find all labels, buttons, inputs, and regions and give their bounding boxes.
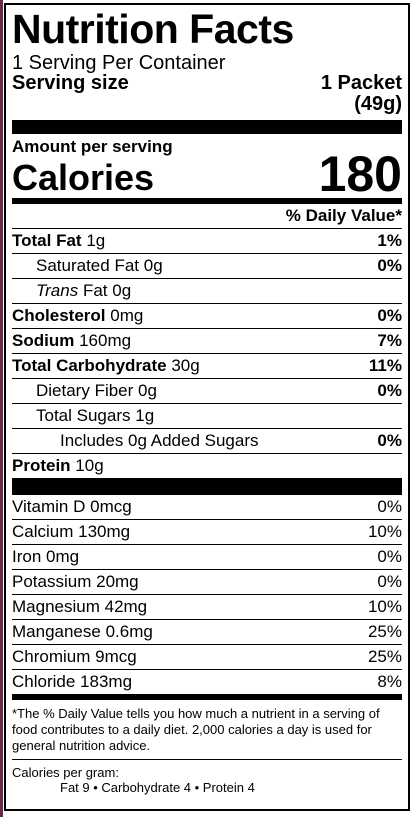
calories-per-gram-label: Calories per gram: — [12, 765, 119, 780]
vitamin-row: Manganese 0.6mg 25% — [12, 620, 402, 645]
nutrient-name: Saturated Fat — [36, 256, 140, 275]
added-sugars-text: Includes 0g Added Sugars — [60, 431, 259, 450]
calories-value: 180 — [318, 146, 402, 202]
footnote-divider — [12, 759, 402, 760]
vitamin-row: Potassium 20mg 0% — [12, 570, 402, 595]
vitamin-name: Potassium — [12, 572, 92, 591]
nutrient-amount: 1g — [135, 406, 155, 425]
nutrient-dv: 0% — [377, 381, 402, 400]
vitamin-dv: 25% — [367, 647, 402, 666]
background-edge — [0, 0, 3, 817]
nutrient-name: Protein — [12, 456, 71, 475]
vitamin-name: Vitamin D — [12, 497, 86, 516]
nutrient-row-total-carbohydrate: Total Carbohydrate 30g 11% — [12, 354, 402, 379]
vitamin-mineral-list: Vitamin D 0mcg 0% Calcium 130mg 10% Iron 0mg… — [12, 495, 402, 695]
medium-divider — [12, 198, 402, 204]
nutrient-row-cholesterol: Cholesterol 0mg 0% — [12, 304, 402, 329]
nutrient-row-protein: Protein 10g — [12, 454, 402, 478]
vitamin-amount: 20mg — [96, 572, 139, 591]
calories-label: Calories — [12, 157, 155, 198]
nutrient-dv: 11% — [368, 356, 402, 375]
vitamin-name: Chloride — [12, 672, 76, 691]
nutrient-name: Total Carbohydrate — [12, 356, 167, 375]
serving-size-amount-line2: (49g) — [354, 93, 402, 115]
vitamin-row: Vitamin D 0mcg 0% — [12, 495, 402, 520]
vitamin-amount: 130mg — [78, 522, 131, 541]
nutrient-amount: 0g — [112, 281, 132, 300]
vitamin-amount: 0.6mg — [105, 622, 153, 641]
nutrient-row-total-fat: Total Fat 1g 1% — [12, 229, 402, 254]
vitamin-row: Chloride 183mg 8% — [12, 670, 402, 695]
amount-per-serving: Amount per serving — [12, 137, 173, 156]
medium-divider — [12, 694, 402, 700]
vitamin-amount: 183mg — [80, 672, 133, 691]
nutrient-amount: 0g — [138, 381, 157, 400]
nutrient-row-trans-fat: Trans Fat 0g — [12, 279, 402, 304]
vitamin-dv: 8% — [377, 672, 402, 691]
vitamin-amount: 0mcg — [90, 497, 132, 516]
vitamin-amount: 9mcg — [95, 647, 137, 666]
nutrient-name: Total Fat — [12, 231, 82, 250]
daily-value-header: % Daily Value* — [12, 204, 402, 229]
vitamin-dv: 0% — [377, 572, 402, 591]
thick-divider — [12, 120, 402, 134]
nutrient-name: Fat — [82, 281, 108, 300]
vitamin-dv: 25% — [367, 622, 402, 641]
vitamin-dv: 0% — [377, 547, 402, 566]
vitamin-name: Manganese — [12, 622, 101, 641]
serving-size-amount-line1: 1 Packet — [320, 72, 402, 94]
nutrition-facts-label: Nutrition Facts 1 Serving Per Container … — [4, 3, 410, 811]
vitamin-name: Chromium — [12, 647, 91, 666]
nutrient-amount: 1g — [86, 231, 106, 250]
nutrient-amount: 10g — [75, 456, 104, 475]
vitamin-dv: 10% — [367, 597, 402, 616]
nutrient-dv: 7% — [377, 331, 402, 350]
nutrient-amount: 0g — [143, 256, 163, 275]
calories-per-gram-values: Fat 9 • Carbohydrate 4 • Protein 4 — [60, 780, 255, 795]
nutrient-dv: 1% — [377, 231, 402, 250]
nutrient-name: Sodium — [12, 331, 75, 350]
vitamin-name: Iron — [12, 547, 42, 566]
serving-size-row: Serving size 1 Packet (49g) — [12, 73, 402, 115]
vitamin-row: Calcium 130mg 10% — [12, 520, 402, 545]
nutrient-name: Cholesterol — [12, 306, 106, 325]
vitamin-row: Magnesium 42mg 10% — [12, 595, 402, 620]
nutrient-name: Total Sugars — [36, 406, 131, 425]
vitamin-row: Chromium 9mcg 25% — [12, 645, 402, 670]
nutrient-amount: 30g — [171, 356, 200, 375]
nutrient-name: Dietary Fiber — [36, 381, 134, 400]
nutrient-row-total-sugars: Total Sugars 1g — [12, 404, 402, 429]
nutrient-row-saturated-fat: Saturated Fat 0g 0% — [12, 254, 402, 279]
vitamin-amount: 0mg — [46, 547, 80, 566]
nutrient-dv: 0% — [377, 256, 402, 275]
serving-size-amount: 1 Packet (49g) — [321, 73, 402, 115]
calories-row: Calories 180 — [12, 149, 402, 199]
nutrient-dv: 0% — [377, 431, 402, 450]
label-title: Nutrition Facts — [12, 6, 294, 52]
daily-value-footnote: *The % Daily Value tells you how much a … — [12, 706, 380, 753]
nutrient-dv: 0% — [377, 306, 402, 325]
vitamin-name: Calcium — [12, 522, 74, 541]
vitamin-dv: 0% — [377, 497, 402, 516]
nutrient-name-italic: Trans — [36, 281, 79, 300]
vitamin-amount: 42mg — [104, 597, 148, 616]
vitamin-name: Magnesium — [12, 597, 100, 616]
vitamin-dv: 10% — [367, 522, 402, 541]
servings-per-container: 1 Serving Per Container — [12, 52, 226, 74]
serving-size-label: Serving size — [12, 72, 129, 94]
nutrient-row-added-sugars: Includes 0g Added Sugars 0% — [12, 429, 402, 454]
nutrient-row-dietary-fiber: Dietary Fiber 0g 0% — [12, 379, 402, 404]
thick-divider — [12, 478, 402, 495]
nutrient-row-sodium: Sodium 160mg 7% — [12, 329, 402, 354]
nutrient-amount: 0mg — [110, 306, 144, 325]
vitamin-row: Iron 0mg 0% — [12, 545, 402, 570]
nutrient-amount: 160mg — [79, 331, 132, 350]
